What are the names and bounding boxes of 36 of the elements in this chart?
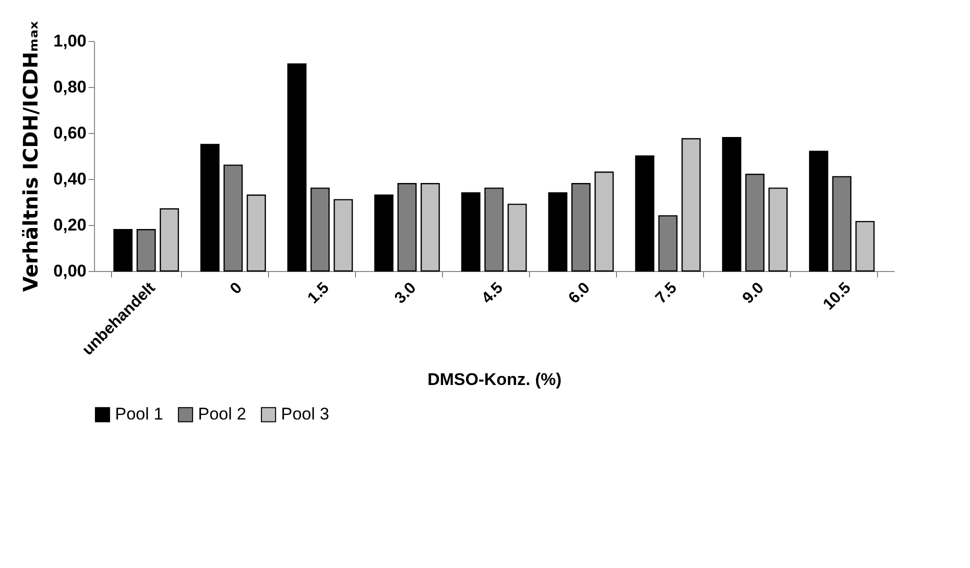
bar xyxy=(635,155,654,272)
bar xyxy=(594,172,614,272)
bar xyxy=(420,183,440,272)
y-tick-label: 0,20 xyxy=(53,216,86,234)
y-tick-label: 0,40 xyxy=(53,170,86,188)
x-tick-label: 4.5 xyxy=(478,279,507,308)
y-tick-label: 1,00 xyxy=(53,32,86,50)
x-tick-label: 0 xyxy=(227,279,246,298)
bar xyxy=(548,192,568,272)
bar xyxy=(246,194,266,272)
bar xyxy=(113,229,133,272)
x-tick-label: 6.0 xyxy=(566,279,594,308)
bar xyxy=(855,220,875,272)
x-tick-label: 1.5 xyxy=(304,279,333,308)
x-tick-label: 9.0 xyxy=(740,279,768,308)
bar xyxy=(334,199,353,272)
x-tick-label: 7.5 xyxy=(652,279,680,308)
y-tick-label: 0,60 xyxy=(53,124,86,142)
bar xyxy=(508,204,527,272)
legend-label: Pool 2 xyxy=(198,404,246,424)
bar xyxy=(809,150,828,272)
x-axis-title: DMSO-Konz. (%) xyxy=(427,370,562,390)
bar xyxy=(287,63,306,272)
bar xyxy=(768,188,788,272)
bar xyxy=(461,192,480,272)
y-axis-title: Verhältnis ICDH/ICDHₘₐₓ xyxy=(18,20,42,292)
bar xyxy=(200,144,220,272)
legend-label: Pool 3 xyxy=(281,404,330,424)
bar xyxy=(160,208,179,272)
bar xyxy=(722,137,742,272)
bar xyxy=(682,138,701,272)
x-tick-label: 3.0 xyxy=(392,279,420,308)
y-tick-label: 0,00 xyxy=(53,262,86,280)
y-tick-label: 0,80 xyxy=(53,78,86,96)
legend-label: Pool 1 xyxy=(115,404,164,424)
bar xyxy=(374,194,394,272)
